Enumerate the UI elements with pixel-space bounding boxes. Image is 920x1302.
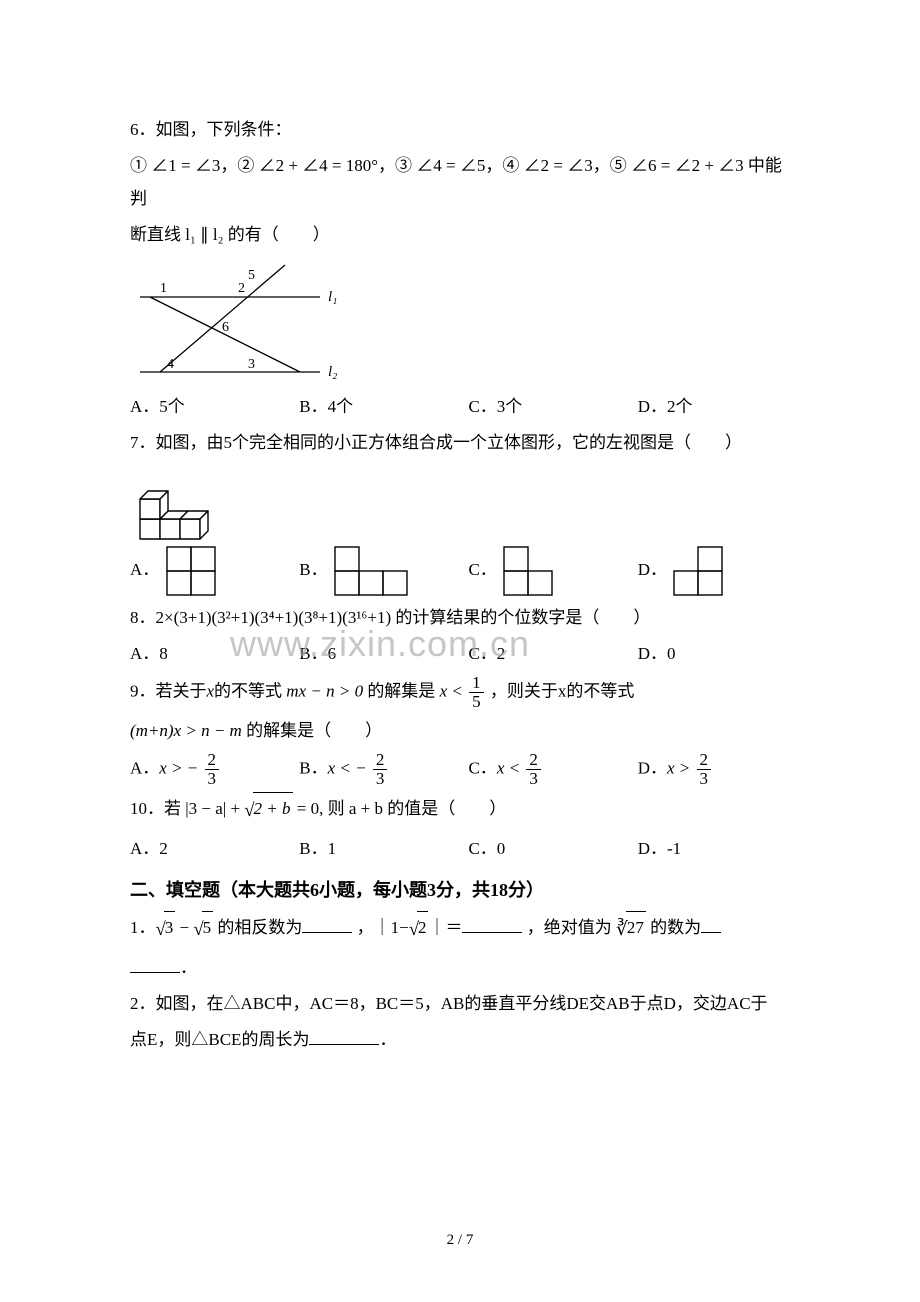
q8-choices: A．8 B．6 C．2 D．0 — [130, 638, 790, 670]
q6-choice-d: D．2个 — [638, 391, 790, 423]
fill1-cont: ． — [130, 952, 790, 984]
q8-choice-c: C．2 — [468, 638, 637, 670]
q7-choice-c: C． — [468, 544, 637, 598]
blank-2 — [309, 1027, 379, 1045]
q10-choice-d: D．-1 — [638, 833, 790, 865]
blank-1a — [302, 915, 352, 933]
q9-choices: A．x > − 23 B．x < − 23 C．x < 23 D．x > 23 — [130, 751, 790, 788]
fill2-line2: 点E，则△BCE的周长为． — [130, 1024, 790, 1056]
q6-choices: A．5个 B．4个 C．3个 D．2个 — [130, 391, 790, 423]
q6-choice-a: A．5个 — [130, 391, 299, 423]
l1-label: l₁ — [328, 289, 337, 305]
q8-text: 8．2×(3+1)(3²+1)(3⁴+1)(3⁸+1)(3¹⁶+1) 的计算结果… — [130, 602, 790, 634]
q9-choice-b: B．x < − 23 — [299, 751, 468, 788]
blank-1c-part1 — [701, 915, 721, 933]
section2-title: 二、填空题（本大题共6小题，每小题3分，共18分） — [130, 873, 790, 907]
fill1: 1．3 − 5 的相反数为 ，｜1−2｜＝ ，绝对值为 27 的数为 — [130, 911, 790, 948]
q7-ans-b-icon — [332, 544, 412, 598]
l2-label: l₂ — [328, 364, 337, 380]
q9-choice-a: A．x > − 23 — [130, 751, 299, 788]
q8-choice-a: A．8 — [130, 638, 299, 670]
angle-5: 5 — [248, 268, 255, 283]
q7-choice-a: A． — [130, 544, 299, 598]
angle-4: 4 — [167, 357, 174, 372]
exam-page: 6．如图，下列条件： ① ∠1 = ∠3，② ∠2 + ∠4 = 180°，③ … — [0, 0, 920, 1302]
q6-intro: 6．如图，下列条件： — [130, 114, 790, 146]
q7-ans-d-icon — [671, 544, 727, 598]
q7-choices: A． B． C． — [130, 544, 790, 598]
q10-choice-c: C．0 — [468, 833, 637, 865]
q8-choice-d: D．0 — [638, 638, 790, 670]
q10-choice-b: B．1 — [299, 833, 468, 865]
page-number: 2 / 7 — [0, 1226, 920, 1255]
q6-conditions: ① ∠1 = ∠3，② ∠2 + ∠4 = 180°，③ ∠4 = ∠5，④ ∠… — [130, 150, 790, 215]
angle-6: 6 — [222, 320, 229, 335]
blank-1b — [462, 915, 522, 933]
q7-choice-b: B． — [299, 544, 468, 598]
q9-line2: (m+n)x > n − m 的解集是（ ） — [130, 715, 790, 747]
angle-2: 2 — [238, 281, 245, 296]
q6-choice-b: B．4个 — [299, 391, 468, 423]
q6-tail: 断直线 l₁ ∥ l₂ 的有（ ） — [130, 219, 790, 251]
q7-ans-a-icon — [164, 544, 220, 598]
q7-ans-c-icon — [501, 544, 557, 598]
q7-solid — [130, 464, 220, 540]
q9-line1: 9．若关于x的不等式 mx − n > 0 的解集是 x < 15 ，则关于x的… — [130, 674, 790, 711]
q10-choice-a: A．2 — [130, 833, 299, 865]
fill2-line1: 2．如图，在△ABC中，AC＝8，BC＝5，AB的垂直平分线DE交AB于点D，交… — [130, 988, 790, 1020]
q7-choice-d: D． — [638, 544, 790, 598]
angle-3: 3 — [248, 357, 255, 372]
q7-text: 7．如图，由5个完全相同的小正方体组合成一个立体图形，它的左视图是（ ） — [130, 427, 790, 459]
q10-choices: A．2 B．1 C．0 D．-1 — [130, 833, 790, 865]
blank-1c-part2 — [130, 955, 180, 973]
q6-choice-c: C．3个 — [468, 391, 637, 423]
q9-choice-c: C．x < 23 — [468, 751, 637, 788]
q9-choice-d: D．x > 23 — [638, 751, 790, 788]
q6-figure: l₁ l₂ 1 2 5 6 4 3 — [130, 257, 350, 387]
q10-text: 10．若 |3 − a| + 2 + b = 0, 则 a + b 的值是（ ） — [130, 792, 790, 829]
angle-1: 1 — [160, 281, 167, 296]
q8-choice-b: B．6 — [299, 638, 468, 670]
